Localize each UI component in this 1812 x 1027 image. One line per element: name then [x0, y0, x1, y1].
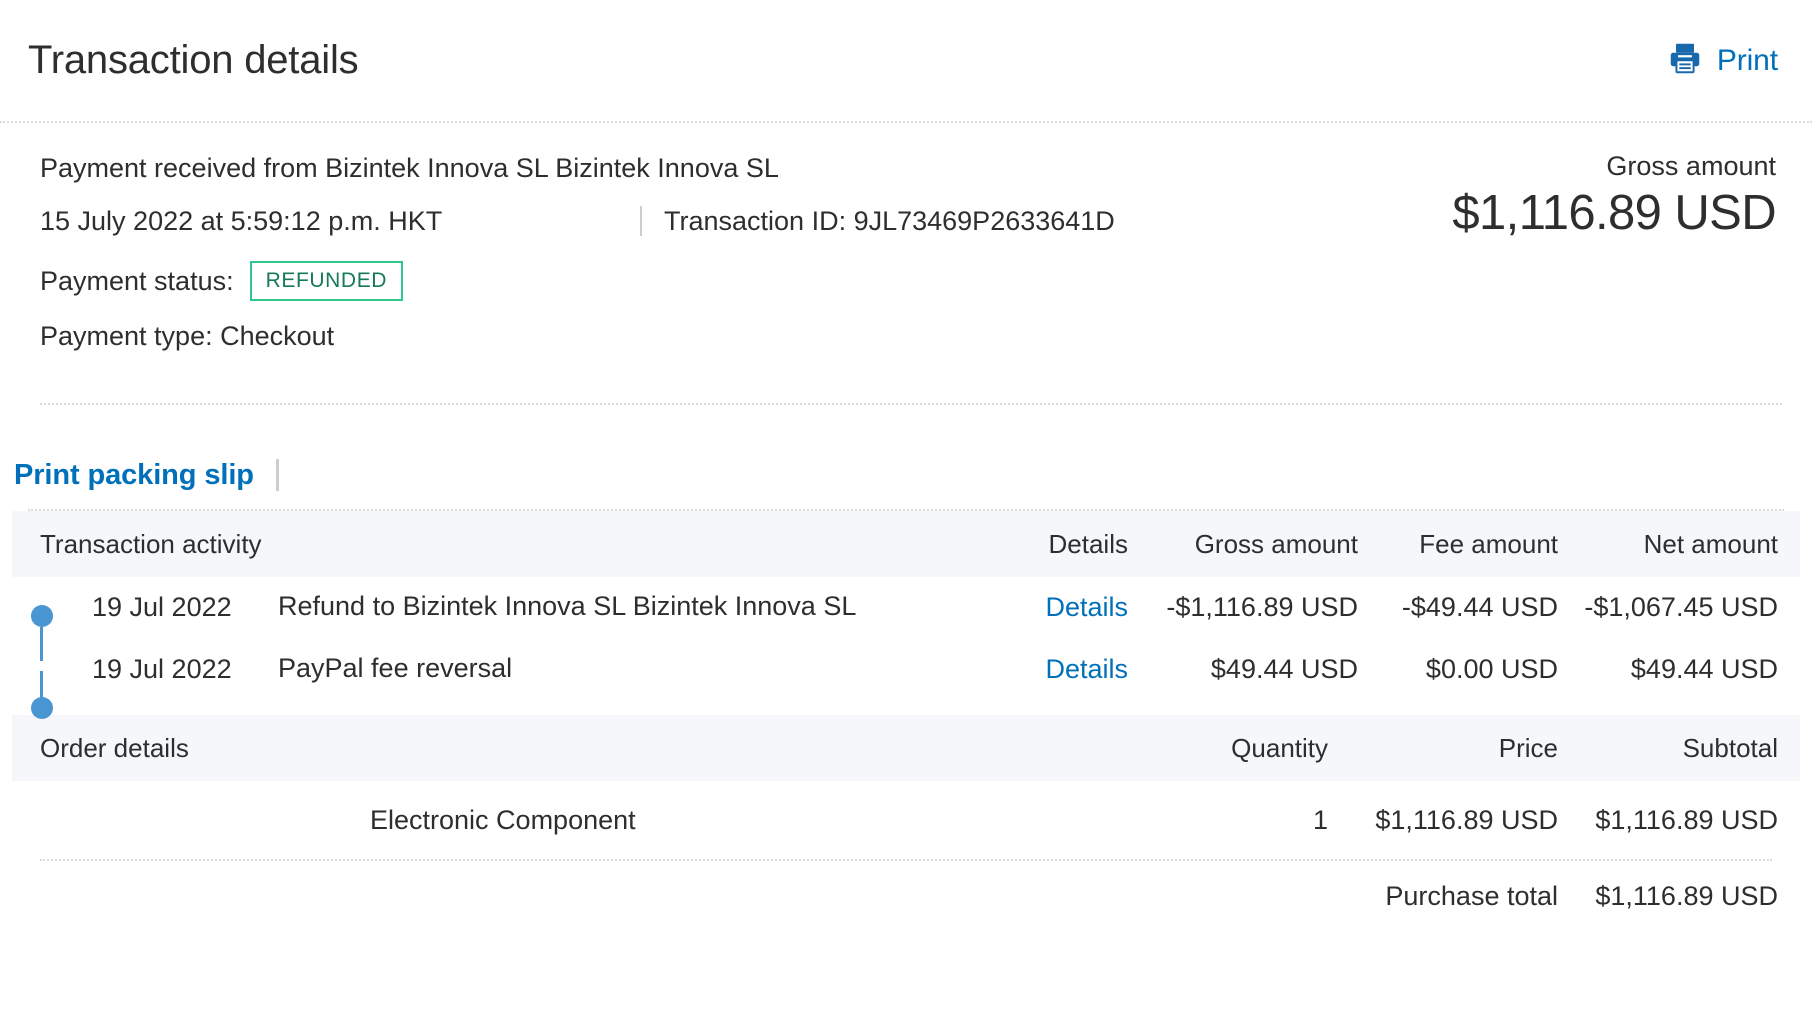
order-details-table: Order details Quantity Price Subtotal El…	[0, 715, 1812, 931]
order-item-name: Electronic Component	[370, 804, 636, 835]
gross-amount-label: Gross amount	[1606, 151, 1776, 181]
status-badge: REFUNDED	[249, 261, 404, 301]
table-row: 19 Jul 2022 Refund to Bizintek Innova SL…	[12, 577, 1800, 639]
row-details-link[interactable]: Details	[1045, 592, 1128, 622]
table-row: 19 Jul 2022 PayPal fee reversal Details …	[12, 639, 1800, 697]
purchase-total-row: Purchase total $1,116.89 USD	[12, 861, 1800, 931]
order-item-row: Electronic Component 1 $1,116.89 USD $1,…	[12, 781, 1800, 859]
row-gross-amount: $49.44 USD	[1210, 654, 1358, 684]
header-fee-amount: Fee amount	[1419, 528, 1558, 559]
transaction-activity-table: Transaction activity Details Gross amoun…	[0, 511, 1812, 719]
header-details: Details	[1048, 528, 1128, 559]
row-date: 19 Jul 2022	[92, 654, 232, 684]
activity-timeline	[12, 577, 72, 719]
header-net-amount: Net amount	[1643, 528, 1778, 559]
page-header: Transaction details Print	[0, 0, 1812, 123]
gross-amount-value: $1,116.89 USD	[1452, 186, 1776, 240]
timeline-line	[40, 671, 43, 705]
payment-summary: Payment received from Bizintek Innova SL…	[0, 123, 1812, 375]
header-order-details: Order details	[40, 732, 189, 763]
payment-status-label: Payment status:	[40, 265, 234, 296]
print-packing-slip-link[interactable]: Print packing slip	[14, 458, 254, 491]
row-description: Refund to Bizintek Innova SL Bizintek In…	[278, 591, 857, 621]
summary-divider	[40, 403, 1782, 405]
packing-divider	[28, 509, 1784, 511]
payment-status-row: Payment status: REFUNDED	[40, 261, 1115, 301]
timeline-line	[40, 627, 43, 661]
order-table-header: Order details Quantity Price Subtotal	[12, 715, 1800, 781]
row-fee-amount: -$49.44 USD	[1401, 592, 1558, 622]
order-item-subtotal: $1,116.89 USD	[1595, 804, 1778, 835]
activity-table-header: Transaction activity Details Gross amoun…	[12, 511, 1800, 577]
print-button[interactable]: Print	[1662, 34, 1782, 87]
divider-bar	[640, 206, 642, 236]
action-divider-bar	[275, 459, 279, 491]
transaction-id: Transaction ID: 9JL73469P2633641D	[664, 205, 1115, 236]
payment-summary-left: Payment received from Bizintek Innova SL…	[40, 151, 1115, 375]
order-total-divider	[40, 859, 1772, 861]
header-quantity: Quantity	[1231, 732, 1328, 763]
payment-summary-right: Gross amount $1,116.89 USD	[1452, 151, 1782, 239]
timeline-dot	[31, 697, 53, 719]
packing-slip-actions: Print packing slip	[0, 405, 1812, 501]
row-description: PayPal fee reversal	[278, 653, 513, 683]
purchase-total-label: Purchase total	[1385, 880, 1558, 911]
row-net-amount: -$1,067.45 USD	[1584, 592, 1778, 622]
header-price: Price	[1498, 732, 1558, 763]
purchase-total-value: $1,116.89 USD	[1595, 880, 1778, 911]
payment-type: Payment type: Checkout	[40, 321, 335, 351]
payment-date-row: 15 July 2022 at 5:59:12 p.m. HKT Transac…	[40, 206, 1115, 236]
printer-icon	[1666, 40, 1704, 81]
payment-date: 15 July 2022 at 5:59:12 p.m. HKT	[40, 205, 443, 236]
row-gross-amount: -$1,116.89 USD	[1166, 592, 1358, 622]
print-button-label: Print	[1716, 43, 1778, 77]
header-subtotal: Subtotal	[1682, 732, 1778, 763]
order-item-price: $1,116.89 USD	[1375, 804, 1558, 835]
row-details-link[interactable]: Details	[1045, 654, 1128, 684]
row-fee-amount: $0.00 USD	[1425, 654, 1558, 684]
payment-from: Payment received from Bizintek Innova SL…	[40, 153, 779, 183]
order-item-quantity: 1	[1312, 804, 1328, 835]
row-date: 19 Jul 2022	[92, 592, 232, 622]
page-title: Transaction details	[28, 38, 359, 82]
header-transaction-activity: Transaction activity	[40, 528, 262, 559]
timeline-dot	[31, 605, 53, 627]
row-net-amount: $49.44 USD	[1630, 654, 1778, 684]
header-gross-amount: Gross amount	[1194, 528, 1358, 559]
activity-rows: 19 Jul 2022 Refund to Bizintek Innova SL…	[12, 577, 1800, 719]
